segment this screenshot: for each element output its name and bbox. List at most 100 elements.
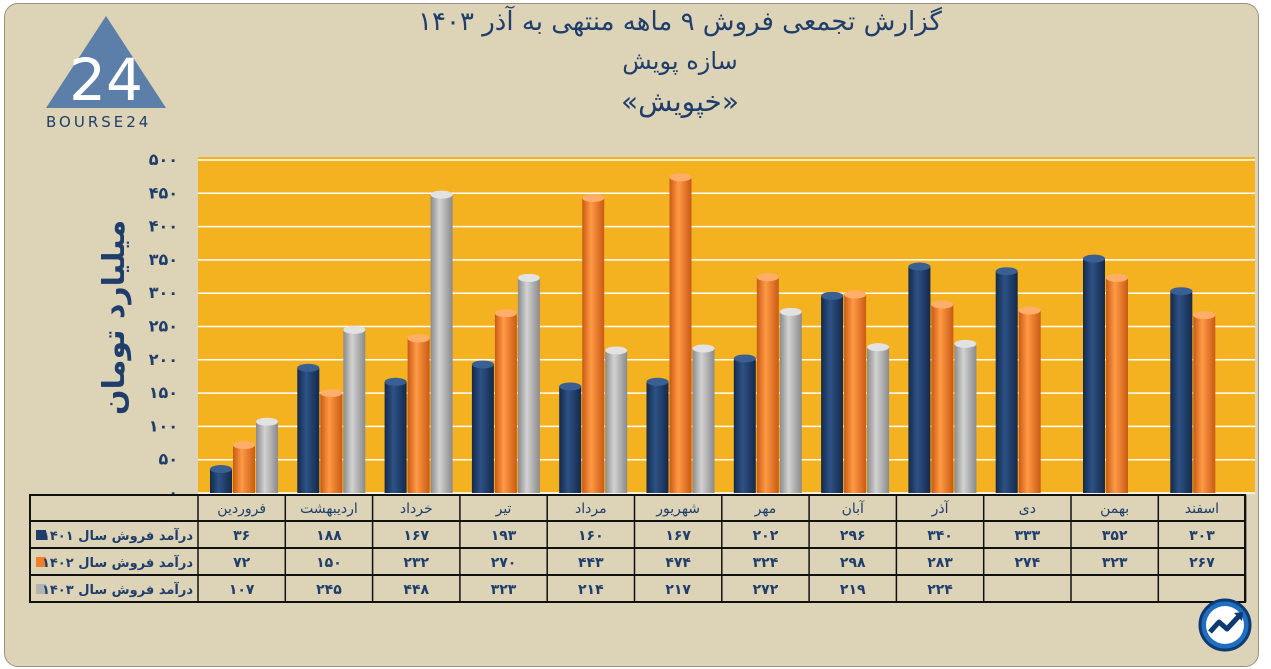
bar-series-0-8 [908, 266, 931, 493]
table-cell-value: ۲۰۲ [753, 528, 779, 544]
table-cell-value: ۲۱۹ [840, 582, 866, 598]
bar-series-1-3 [494, 313, 517, 493]
bar-cap [844, 290, 867, 299]
bourse24-logo: 24 [46, 16, 166, 114]
bar-series-1-4 [582, 197, 605, 493]
bar-series-0-10 [1083, 258, 1105, 493]
table-cell-value: ۲۹۸ [840, 555, 866, 571]
table-cell-value: ۲۴۵ [316, 582, 342, 598]
bar-series-0-2 [384, 381, 407, 493]
table-cell-value: ۲۷۰ [491, 555, 517, 571]
legend-swatch [36, 557, 46, 567]
bar-series-1-0 [233, 445, 255, 493]
bar-series-0-11 [1170, 291, 1193, 493]
bar-series-1-7 [844, 294, 867, 493]
legend-series-name: درآمد فروش سال ۱۴۰۳ [42, 581, 193, 598]
table-cell-value: ۲۹۶ [840, 528, 866, 544]
bar-series-1-6 [756, 277, 779, 493]
bar-cap [471, 360, 494, 369]
legend-swatch [36, 530, 46, 540]
x-category-label: اسفند [1185, 501, 1219, 517]
table-cell-value: ۱۶۷ [665, 528, 691, 544]
bar-cap [210, 465, 232, 474]
bar-series-0-7 [821, 295, 844, 493]
bar-series-0-4 [559, 386, 582, 493]
bar-cap [821, 291, 844, 300]
y-tick-label: ۰ [168, 483, 178, 502]
bar-series-2-3 [517, 277, 540, 493]
x-category-label: فروردین [217, 501, 266, 517]
y-tick-label: ۵۰ [158, 450, 178, 469]
bar-cap [297, 363, 320, 372]
bar-series-2-0 [256, 421, 278, 493]
bar-cap [384, 377, 407, 386]
bar-cap [1018, 306, 1041, 315]
bar-series-2-2 [430, 194, 453, 493]
x-category-label: مرداد [575, 501, 607, 517]
table-cell-value: ۱۵۰ [316, 555, 342, 571]
table-cell-value: ۲۸۳ [927, 555, 953, 571]
legend-swatch [36, 584, 46, 594]
bar-cap [669, 173, 692, 182]
x-category-label: تیر [495, 501, 512, 517]
trend-chart-circle-icon [1198, 598, 1252, 652]
bar-series-1-2 [407, 338, 430, 493]
bar-cap [646, 377, 669, 386]
x-category-label: بهمن [1100, 501, 1129, 517]
bar-series-2-4 [605, 350, 628, 493]
y-tick-label: ۱۰۰ [149, 416, 178, 435]
bar-cap [908, 262, 931, 271]
bar-cap [779, 307, 802, 316]
x-category-label: شهریور [655, 501, 700, 517]
bar-cap [430, 190, 453, 199]
bar-cap [1106, 273, 1128, 282]
legend-series-name: درآمد فروش سال ۱۴۰۱ [42, 527, 193, 544]
bar-cap [692, 344, 715, 353]
table-cell-value: ۱۶۷ [403, 528, 429, 544]
bar-series-1-9 [1018, 310, 1041, 493]
bar-series-1-8 [931, 304, 954, 493]
y-tick-label: ۳۵۰ [149, 250, 178, 269]
table-cell-value: ۲۶۷ [1189, 555, 1215, 571]
x-category-label: دی [1019, 501, 1036, 517]
bar-series-2-5 [692, 348, 715, 493]
bar-series-0-9 [995, 271, 1018, 493]
bar-cap [494, 309, 517, 318]
bar-series-2-8 [954, 343, 977, 493]
bar-cap [582, 193, 605, 202]
y-tick-label: ۲۰۰ [149, 350, 178, 369]
bar-series-0-1 [297, 367, 320, 493]
bar-series-0-6 [733, 358, 756, 493]
table-cell-value: ۲۳۲ [403, 555, 429, 571]
bar-cap [343, 325, 366, 334]
bar-series-2-1 [343, 329, 366, 493]
company-name: سازه پویش [622, 47, 738, 75]
bar-series-1-1 [320, 393, 343, 493]
table-cell-value: ۱۰۷ [229, 582, 255, 598]
table-cell-value: ۱۹۳ [491, 528, 517, 544]
x-category-label: مهر [754, 501, 777, 517]
bar-cap [954, 339, 977, 348]
y-tick-label: ۵۰۰ [149, 150, 178, 169]
y-tick-label: ۲۵۰ [149, 317, 178, 336]
table-cell-value: ۱۶۰ [578, 528, 604, 544]
table-cell-value: ۷۲ [233, 555, 251, 571]
bar-cap [1170, 287, 1193, 296]
table-cell-value: ۴۴۳ [578, 555, 604, 571]
table-cell-value: ۲۷۲ [753, 582, 779, 598]
table-cell-value: ۴۴۸ [403, 582, 429, 598]
bar-cap [1193, 311, 1216, 320]
table-cell-value: ۲۲۴ [927, 582, 953, 598]
x-category-label: اردیبهشت [300, 501, 358, 517]
bar-cap [320, 389, 343, 398]
logo-brand-text: BOURSE24 [46, 113, 152, 131]
bar-series-1-10 [1106, 277, 1128, 493]
y-tick-label: ۱۵۰ [149, 383, 178, 402]
bar-cap [867, 343, 890, 352]
x-category-label: آبان [842, 500, 865, 517]
bar-series-2-6 [779, 311, 802, 493]
bar-series-2-7 [867, 347, 890, 493]
x-category-label: خرداد [400, 501, 433, 517]
bar-series-0-0 [210, 469, 232, 493]
